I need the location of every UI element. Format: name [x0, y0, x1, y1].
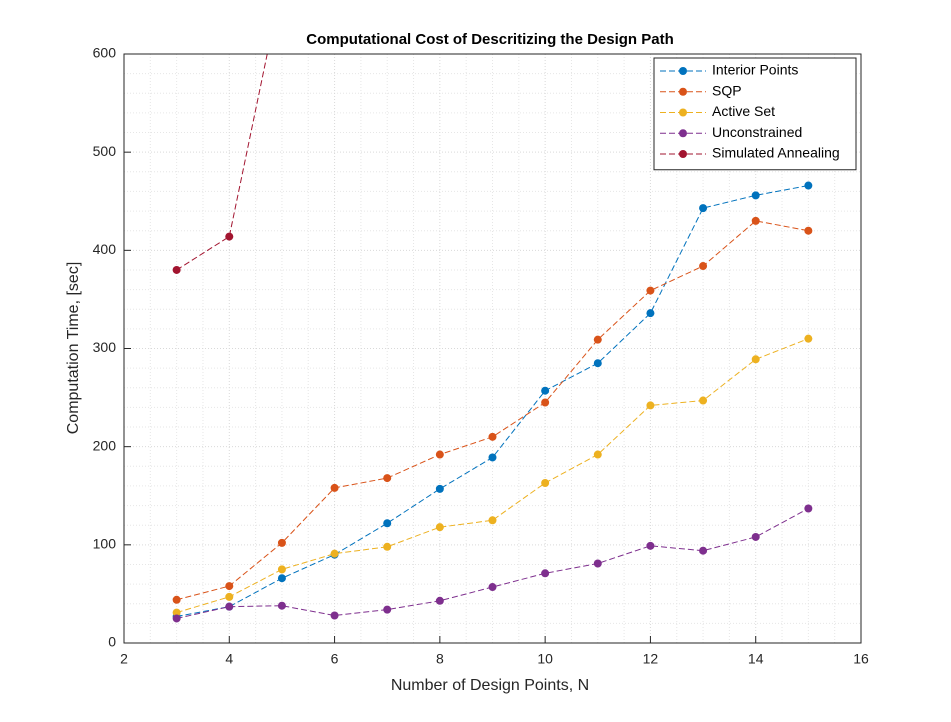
y-tick-label: 200 [93, 437, 117, 453]
data-point [593, 450, 602, 459]
x-tick-label: 6 [331, 651, 339, 667]
y-tick-label: 100 [93, 536, 117, 552]
data-point [541, 386, 550, 395]
data-point [383, 542, 392, 551]
data-point [172, 614, 181, 623]
data-point [646, 541, 655, 550]
data-point [383, 519, 392, 528]
data-point [646, 309, 655, 318]
data-point [488, 453, 497, 462]
data-point [699, 396, 708, 405]
x-tick-label: 8 [436, 651, 444, 667]
data-point [225, 592, 234, 601]
data-point [435, 596, 444, 605]
data-point [541, 398, 550, 407]
data-point [699, 546, 708, 555]
data-point [751, 355, 760, 364]
legend-marker [679, 67, 687, 75]
legend-label: SQP [712, 82, 742, 98]
data-point [541, 478, 550, 487]
data-point [646, 401, 655, 410]
data-point [277, 601, 286, 610]
data-point [225, 602, 234, 611]
y-tick-label: 0 [108, 634, 116, 650]
data-point [172, 608, 181, 617]
lines [172, 54, 813, 623]
data-point [699, 204, 708, 213]
data-point [330, 549, 339, 558]
data-point [804, 504, 813, 513]
legend-label: Interior Points [712, 62, 798, 78]
data-point [330, 483, 339, 492]
legend-label: Simulated Annealing [712, 145, 840, 161]
data-point [541, 569, 550, 578]
series-line [176, 54, 268, 271]
y-tick-label: 500 [93, 143, 117, 159]
y-tick-label: 600 [93, 45, 117, 61]
data-point [804, 181, 813, 190]
legend-box [653, 57, 857, 171]
data-point [488, 516, 497, 525]
data-point [277, 574, 286, 583]
x-tick-label: 2 [120, 651, 128, 667]
data-point [330, 611, 339, 620]
data-point [435, 523, 444, 532]
x-tick-label: 14 [748, 651, 764, 667]
x-tick-label: 10 [537, 651, 553, 667]
data-point [646, 286, 655, 295]
data-point [488, 432, 497, 441]
legend-marker [679, 129, 687, 138]
data-point [225, 232, 234, 241]
data-point [593, 359, 602, 368]
legend: Interior Points SQP Active Set Unconstraine… [653, 57, 857, 171]
data-point [593, 335, 602, 344]
x-axis-label: Number of Design Points, N [391, 677, 589, 694]
data-point [804, 226, 813, 235]
data-point [751, 191, 760, 200]
data-point [172, 595, 181, 604]
data-point [751, 532, 760, 541]
chart-title: Computational Cost of Descritizing the D… [306, 31, 674, 48]
data-point [488, 583, 497, 592]
data-point [699, 262, 708, 271]
data-point [751, 216, 760, 225]
data-point [435, 450, 444, 459]
legend-label: Active Set [712, 103, 775, 119]
data-point [383, 474, 392, 483]
data-point [593, 559, 602, 568]
y-tick-label: 300 [93, 339, 117, 355]
y-axis-label: Computation Time, [sec] [65, 262, 82, 435]
legend-label: Unconstrained [712, 124, 802, 140]
data-point [804, 334, 813, 343]
ticks: 2 4 6 8 10 12 14 16 0 100 200 300 400 500 600 [93, 45, 869, 667]
data-point [383, 605, 392, 614]
legend-marker [679, 150, 687, 158]
x-tick-label: 12 [643, 651, 659, 667]
data-point [277, 565, 286, 574]
data-point [225, 582, 234, 591]
data-point [277, 538, 286, 547]
x-tick-label: 4 [225, 651, 233, 667]
legend-marker [679, 87, 687, 96]
y-tick-label: 400 [93, 241, 117, 257]
x-tick-label: 16 [853, 651, 869, 667]
data-point [435, 484, 444, 493]
data-point [172, 265, 181, 274]
legend-marker [679, 108, 687, 117]
